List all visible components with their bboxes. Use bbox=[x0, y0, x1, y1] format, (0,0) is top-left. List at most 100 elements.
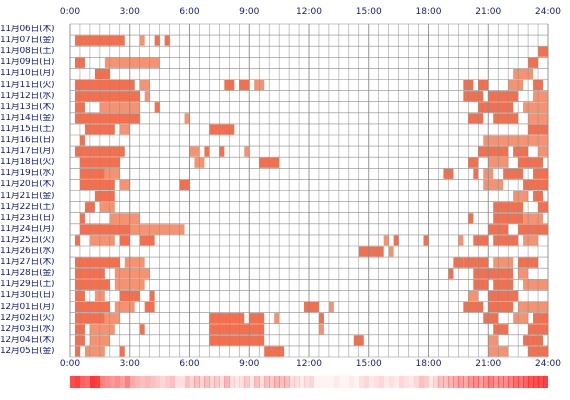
heat-cell bbox=[418, 376, 424, 388]
heat-cell bbox=[124, 376, 131, 388]
heat-cell bbox=[79, 376, 86, 388]
top-tick-label: 12:00 bbox=[296, 7, 322, 17]
day-label: 11月23日(日) bbox=[0, 213, 55, 223]
heat-cell bbox=[313, 376, 320, 388]
heat-cell bbox=[468, 376, 474, 388]
day-label: 11月10日(月) bbox=[0, 69, 55, 79]
heat-cell bbox=[473, 376, 479, 388]
heat-cell bbox=[383, 376, 390, 388]
heat-cell bbox=[249, 376, 255, 388]
day-label: 11月12日(水) bbox=[0, 91, 55, 101]
activity-segment bbox=[518, 302, 548, 313]
activity-segment bbox=[104, 57, 160, 68]
bottom-tick-label: 15:00 bbox=[355, 359, 382, 369]
activity-segment bbox=[144, 91, 150, 102]
activity-segment bbox=[154, 102, 160, 113]
heat-cell bbox=[224, 376, 230, 388]
activity-segment bbox=[538, 146, 548, 157]
heat-cell bbox=[348, 376, 355, 388]
heat-cell bbox=[264, 376, 270, 388]
activity-segment bbox=[179, 179, 185, 190]
day-label: 11月18日(火) bbox=[0, 158, 55, 168]
heat-cell bbox=[129, 376, 136, 388]
heat-cell bbox=[513, 376, 519, 388]
heat-cell bbox=[144, 376, 151, 388]
day-label: 12月05日(金) bbox=[0, 346, 55, 356]
activity-segment bbox=[89, 235, 115, 246]
heat-cell bbox=[239, 376, 245, 388]
heat-cell bbox=[333, 376, 340, 388]
top-tick-label: 9:00 bbox=[239, 7, 260, 17]
heat-cell bbox=[458, 376, 464, 388]
activity-segment bbox=[184, 179, 190, 190]
top-tick-label: 3:00 bbox=[119, 7, 140, 17]
activity-segment bbox=[79, 224, 130, 235]
activity-segment bbox=[219, 146, 225, 157]
heat-cell bbox=[99, 376, 106, 388]
activity-segment bbox=[74, 113, 140, 124]
bottom-tick-label: 6:00 bbox=[179, 359, 200, 369]
heat-cell bbox=[323, 376, 330, 388]
heat-cell bbox=[428, 376, 434, 388]
day-label: 11月16日(日) bbox=[0, 136, 55, 145]
day-label: 11月28日(金) bbox=[0, 269, 55, 279]
activity-segment bbox=[513, 146, 529, 157]
day-label: 11月21日(金) bbox=[0, 191, 55, 201]
heat-cell bbox=[274, 376, 280, 388]
heat-cell bbox=[284, 376, 290, 388]
activity-segment bbox=[488, 290, 519, 301]
activity-segment bbox=[483, 313, 499, 324]
activity-segment bbox=[468, 290, 479, 301]
activity-segment bbox=[528, 57, 539, 68]
bottom-tick-label: 21:00 bbox=[475, 359, 502, 369]
activity-segment bbox=[463, 302, 484, 313]
activity-segment bbox=[388, 246, 394, 257]
heat-cell bbox=[398, 376, 405, 388]
bottom-tick-label: 3:00 bbox=[119, 359, 140, 369]
heat-cell bbox=[358, 376, 365, 388]
day-label: 11月20日(木) bbox=[0, 180, 55, 190]
activity-segment bbox=[114, 268, 150, 279]
bottom-tick-label: 9:00 bbox=[239, 359, 260, 369]
bottom-tick-label: 12:00 bbox=[296, 359, 322, 369]
activity-segment bbox=[79, 168, 105, 179]
activity-segment bbox=[204, 146, 210, 157]
activity-segment bbox=[239, 80, 250, 91]
heat-cell bbox=[478, 376, 484, 388]
activity-segment bbox=[488, 302, 514, 313]
activity-segment bbox=[189, 146, 200, 157]
heat-cell bbox=[498, 376, 504, 388]
heat-cell bbox=[438, 376, 444, 388]
activity-segment bbox=[493, 257, 514, 268]
activity-segment bbox=[508, 80, 524, 91]
activity-segment bbox=[328, 302, 334, 313]
activity-segment bbox=[274, 313, 280, 324]
activity-segment bbox=[518, 224, 548, 235]
activity-segment bbox=[483, 135, 548, 146]
activity-segment bbox=[119, 346, 125, 357]
activity-segment bbox=[79, 213, 85, 224]
activity-segment bbox=[244, 146, 250, 157]
activity-segment bbox=[538, 202, 548, 213]
activity-segment bbox=[318, 324, 324, 335]
heat-cell bbox=[244, 376, 250, 388]
activity-segment bbox=[523, 213, 544, 224]
heat-cell bbox=[353, 376, 360, 388]
day-label: 12月01日(月) bbox=[0, 302, 55, 312]
activity-segment bbox=[79, 179, 115, 190]
activity-segment bbox=[513, 68, 534, 79]
heat-cell bbox=[154, 376, 161, 388]
activity-segment bbox=[493, 113, 519, 124]
heat-cell bbox=[259, 376, 265, 388]
activity-segment bbox=[518, 157, 544, 168]
bottom-tick-label: 0:00 bbox=[59, 359, 81, 369]
day-label: 12月03日(水) bbox=[0, 324, 55, 334]
heat-cell bbox=[413, 376, 420, 388]
activity-segment bbox=[124, 257, 145, 268]
activity-segment bbox=[119, 235, 130, 246]
heat-cell bbox=[483, 376, 489, 388]
activity-segment bbox=[139, 324, 145, 335]
activity-segment bbox=[513, 313, 529, 324]
activity-segment bbox=[119, 124, 130, 135]
